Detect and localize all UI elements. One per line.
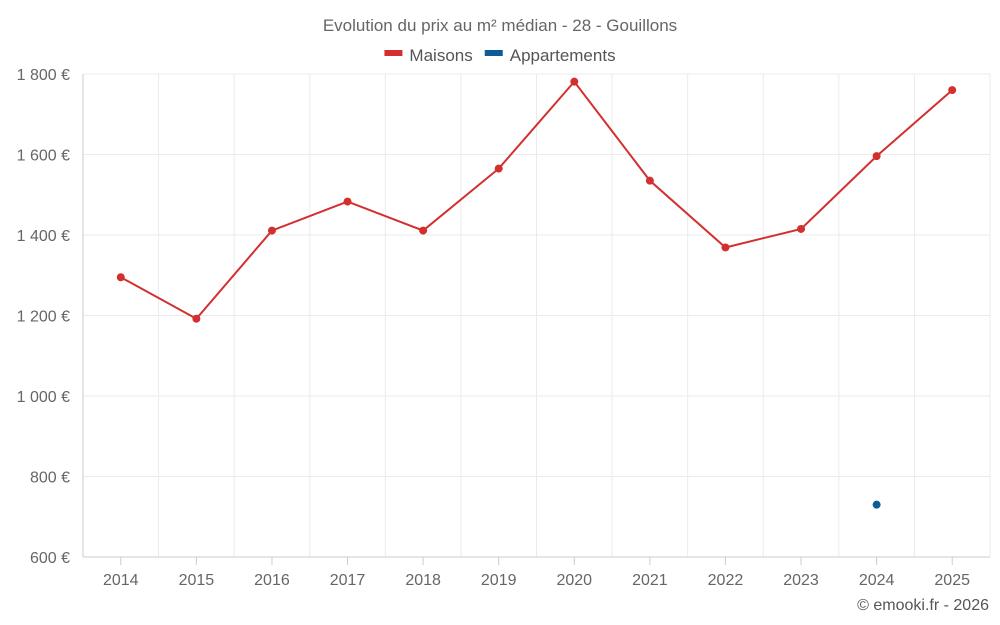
y-tick-label: 800 € <box>30 470 70 487</box>
legend-item-maisons[interactable]: Maisons <box>384 46 473 65</box>
legend-label: Maisons <box>409 46 472 65</box>
series-maisons <box>116 77 957 323</box>
x-tick-label: 2021 <box>632 572 668 589</box>
x-tick-label: 2015 <box>179 572 215 589</box>
x-tick-label: 2018 <box>405 572 441 589</box>
data-point-maisons[interactable] <box>570 77 579 86</box>
legend: Maisons Appartements <box>384 46 616 65</box>
data-point-maisons[interactable] <box>721 243 730 252</box>
x-tick-label: 2020 <box>556 572 592 589</box>
x-tick-label: 2014 <box>103 572 139 589</box>
data-point-maisons[interactable] <box>797 224 806 233</box>
data-point-maisons[interactable] <box>419 226 428 235</box>
data-point-maisons[interactable] <box>645 176 654 185</box>
y-tick-label: 1 200 € <box>17 309 70 326</box>
chart-title: Evolution du prix au m² médian - 28 - Go… <box>323 16 677 35</box>
legend-swatch <box>384 50 403 56</box>
data-point-maisons[interactable] <box>948 86 957 95</box>
data-point-appartements[interactable] <box>872 500 881 509</box>
data-point-maisons[interactable] <box>192 314 201 323</box>
legend-item-appartements[interactable]: Appartements <box>484 46 616 65</box>
data-point-maisons[interactable] <box>872 152 881 161</box>
y-tick-label: 1 000 € <box>17 389 70 406</box>
x-axis: 2014 2015 2016 2017 2018 2019 2020 2021 2022 2023… <box>83 556 990 589</box>
x-tick-label: 2022 <box>708 572 744 589</box>
x-tick-label: 2025 <box>934 572 970 589</box>
credit-text: © emooki.fr - 2026 <box>857 597 989 614</box>
y-axis: 600 € 800 € 1 000 € 1 200 € 1 400 € 1 600 € 1 … <box>17 67 84 567</box>
series-appartements <box>872 500 881 509</box>
data-point-maisons[interactable] <box>494 164 503 173</box>
series-line-maisons <box>120 80 953 320</box>
data-point-maisons[interactable] <box>116 273 125 282</box>
y-tick-label: 1 800 € <box>17 67 70 84</box>
y-tick-label: 1 400 € <box>17 228 70 245</box>
grid <box>83 73 991 557</box>
x-tick-label: 2017 <box>330 572 366 589</box>
y-tick-label: 1 600 € <box>17 148 70 165</box>
x-tick-label: 2016 <box>254 572 290 589</box>
data-point-maisons[interactable] <box>343 197 352 206</box>
data-point-maisons[interactable] <box>267 226 276 235</box>
y-tick-label: 600 € <box>30 550 70 567</box>
legend-swatch <box>484 50 503 56</box>
series-layer <box>116 77 957 509</box>
x-tick-label: 2019 <box>481 572 517 589</box>
x-tick-label: 2023 <box>783 572 819 589</box>
x-tick-label: 2024 <box>859 572 895 589</box>
legend-label: Appartements <box>510 46 616 65</box>
